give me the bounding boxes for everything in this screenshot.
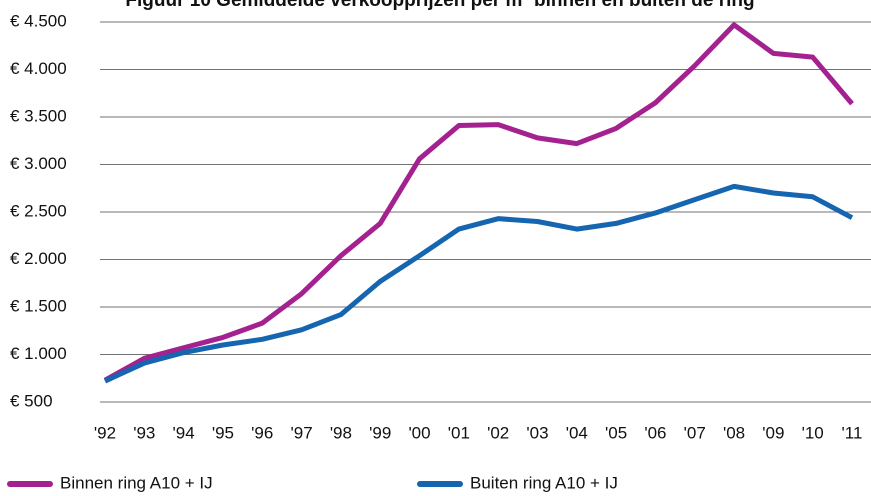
x-tick-label: '92 — [94, 423, 116, 442]
series-line — [103, 183, 854, 384]
x-tick-label: '04 — [566, 423, 588, 442]
x-tick-label: '02 — [487, 423, 509, 442]
y-tick-label: € 3.500 — [10, 106, 67, 125]
y-tick-label: € 4.500 — [10, 11, 67, 30]
x-tick-label: '96 — [251, 423, 273, 442]
y-tick-label: € 3.000 — [10, 154, 67, 173]
x-tick-label: '01 — [448, 423, 470, 442]
y-tick-label: € 1.000 — [10, 344, 67, 363]
x-tick-label: '03 — [526, 423, 548, 442]
series-line — [103, 22, 854, 383]
legend-label: Buiten ring A10 + IJ — [470, 473, 618, 492]
x-tick-label: '06 — [644, 423, 666, 442]
x-tick-label: '95 — [212, 423, 234, 442]
x-tick-label: '94 — [173, 423, 195, 442]
y-tick-label: € 2.500 — [10, 201, 67, 220]
x-tick-label: '97 — [291, 423, 313, 442]
x-tick-label: '98 — [330, 423, 352, 442]
y-tick-label: € 1.500 — [10, 296, 67, 315]
legend-label: Binnen ring A10 + IJ — [60, 473, 213, 492]
x-tick-label: '99 — [369, 423, 391, 442]
y-tick-label: € 2.000 — [10, 249, 67, 268]
y-tick-label: € 500 — [10, 391, 53, 410]
x-tick-label: '09 — [762, 423, 784, 442]
x-tick-label: '05 — [605, 423, 627, 442]
x-tick-label: '00 — [408, 423, 430, 442]
x-tick-label: '93 — [133, 423, 155, 442]
chart-title: Figuur 10 Gemiddelde verkoopprijzen per … — [125, 0, 754, 11]
x-tick-label: '07 — [684, 423, 706, 442]
y-tick-label: € 4.000 — [10, 59, 67, 78]
x-tick-label: '10 — [802, 423, 824, 442]
x-tick-label: '11 — [842, 423, 863, 442]
x-tick-label: '08 — [723, 423, 745, 442]
